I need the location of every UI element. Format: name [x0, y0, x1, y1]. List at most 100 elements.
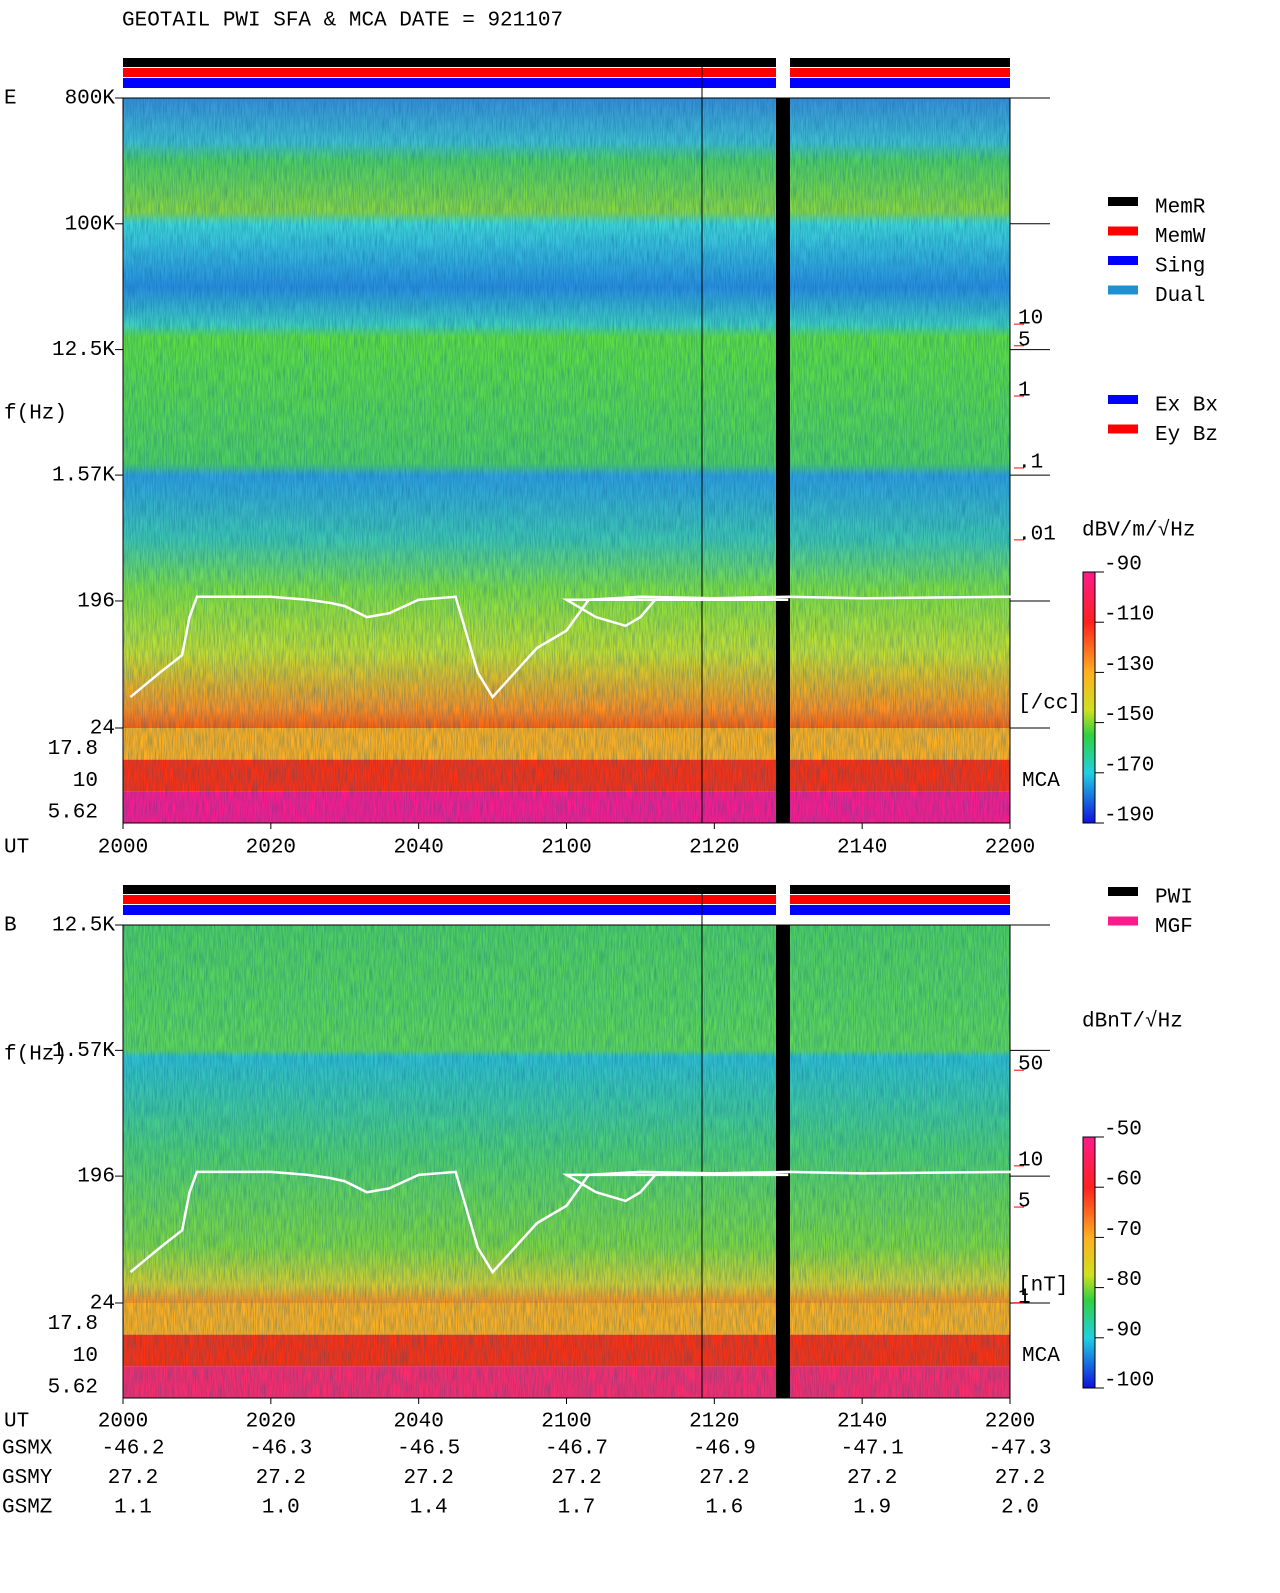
orbit-value: -46.3	[249, 1438, 312, 1461]
orbit-value: 27.2	[256, 1467, 306, 1490]
y3-label: [nT]	[1018, 1275, 1068, 1298]
x-tick-label: 2100	[541, 1411, 591, 1434]
status-bar	[123, 68, 1010, 77]
mca-tick-label: 10	[73, 770, 98, 793]
x-tick-label: 2120	[689, 837, 739, 860]
x-label: UT	[4, 1411, 29, 1434]
mca-tick-label: 17.8	[48, 1313, 98, 1336]
row-label: GSMX	[2, 1438, 53, 1461]
y-tick-label: 24	[90, 718, 115, 741]
status-bar	[123, 885, 1010, 894]
legend-swatch	[1108, 887, 1138, 896]
y3-label: [/cc]	[1018, 693, 1081, 716]
orbit-value: -46.9	[693, 1438, 756, 1461]
colorbar-tick-label: -70	[1104, 1219, 1142, 1242]
orbit-value: 27.2	[847, 1467, 897, 1490]
colorbar-tick-label: -170	[1104, 754, 1154, 777]
data-gap	[776, 925, 790, 1398]
y3-tick-label: .1	[1018, 452, 1043, 475]
x-tick-label: 2100	[541, 837, 591, 860]
colorbar	[1082, 1136, 1096, 1389]
status-gap	[776, 885, 790, 915]
colorbar-tick-label: -110	[1104, 604, 1154, 627]
x-tick-label: 2040	[393, 837, 443, 860]
orbit-value: 1.4	[410, 1497, 448, 1520]
x-tick-label: 2140	[837, 837, 887, 860]
x-tick-label: 2000	[98, 1411, 148, 1434]
orbit-value: 27.2	[995, 1467, 1045, 1490]
legend-swatch	[1108, 197, 1138, 206]
legend-label: MemR	[1155, 197, 1206, 220]
x-tick-label: 2000	[98, 837, 148, 860]
legend-label: MemW	[1155, 226, 1206, 249]
mca-label: MCA	[1022, 770, 1060, 793]
chart-title: GEOTAIL PWI SFA & MCA DATE = 921107	[122, 10, 563, 33]
status-gap	[776, 58, 790, 88]
y3-tick-label: 5	[1018, 1191, 1031, 1214]
mca-tick-label: 17.8	[48, 738, 98, 761]
legend-swatch	[1108, 285, 1138, 295]
status-bar	[123, 895, 1010, 904]
data-gap	[776, 98, 790, 823]
panel-label: E	[4, 88, 17, 111]
x-tick-label: 2120	[689, 1411, 739, 1434]
row-label: GSMY	[2, 1467, 53, 1490]
colorbar-tick-label: -130	[1104, 654, 1154, 677]
legend-swatch	[1108, 424, 1138, 434]
texture	[123, 925, 1010, 1398]
x-tick-label: 2140	[837, 1411, 887, 1434]
orbit-value: -47.1	[841, 1438, 904, 1461]
legend-label: Dual	[1155, 285, 1205, 308]
y-tick-label: 1.57K	[52, 465, 115, 488]
orbit-value: -47.3	[988, 1438, 1051, 1461]
y-tick-label: 12.5K	[52, 339, 115, 362]
colorbar-label: dBnT/√Hz	[1082, 1010, 1183, 1034]
orbit-value: 1.7	[558, 1497, 596, 1520]
colorbar-tick-label: -90	[1104, 1319, 1142, 1342]
y3-tick-label: 1	[1018, 380, 1031, 403]
x-tick-label: 2020	[246, 837, 296, 860]
legend-label: Ey Bz	[1155, 424, 1218, 447]
orbit-value: -46.7	[545, 1438, 608, 1461]
panel-label: B	[4, 915, 17, 938]
colorbar-label: dBV/m/√Hz	[1082, 519, 1195, 543]
y-tick-label: 1.57K	[52, 1040, 115, 1063]
y-tick-label: 12.5K	[52, 915, 115, 938]
legend-label: Sing	[1155, 256, 1205, 279]
mca-tick-label: 10	[73, 1345, 98, 1368]
colorbar-tick-label: -100	[1104, 1370, 1154, 1393]
colorbar	[1082, 571, 1096, 824]
orbit-value: 1.1	[114, 1497, 152, 1520]
y-label: f(Hz)	[4, 403, 67, 426]
y3-tick-label: 50	[1018, 1054, 1043, 1077]
y3-tick-label: 5	[1018, 329, 1031, 352]
orbit-value: -46.5	[397, 1438, 460, 1461]
mca-label: MCA	[1022, 1345, 1060, 1368]
colorbar-tick-label: -60	[1104, 1169, 1142, 1192]
orbit-value: 27.2	[699, 1467, 749, 1490]
colorbar-tick-label: -190	[1104, 805, 1154, 828]
y3-tick-label: 1	[1018, 1286, 1031, 1309]
trace-line	[129, 1170, 1158, 1275]
status-bar	[123, 905, 1010, 915]
row-label: GSMZ	[2, 1497, 52, 1520]
orbit-value: 1.9	[853, 1497, 891, 1520]
orbit-value: 27.2	[403, 1467, 453, 1490]
colorbar-tick-label: -80	[1104, 1269, 1142, 1292]
mca-tick-label: 5.62	[48, 801, 98, 824]
plot-frame	[122, 924, 1011, 1399]
x-tick-label: 2200	[985, 1411, 1035, 1434]
status-bar	[123, 78, 1010, 88]
y3-tick-label: 10	[1018, 308, 1043, 331]
colorbar-tick-label: -90	[1104, 554, 1142, 577]
y-label: f(Hz)	[4, 1044, 67, 1067]
y-tick-label: 196	[77, 1166, 115, 1189]
legend-label: Ex Bx	[1155, 395, 1218, 418]
orbit-value: 27.2	[108, 1467, 158, 1490]
y3-tick-label: 10	[1018, 1149, 1043, 1172]
colorbar-tick-label: -50	[1104, 1119, 1142, 1142]
x-tick-label: 2020	[246, 1411, 296, 1434]
x-tick-label: 2200	[985, 837, 1035, 860]
y3-tick-label: .01	[1018, 523, 1056, 546]
